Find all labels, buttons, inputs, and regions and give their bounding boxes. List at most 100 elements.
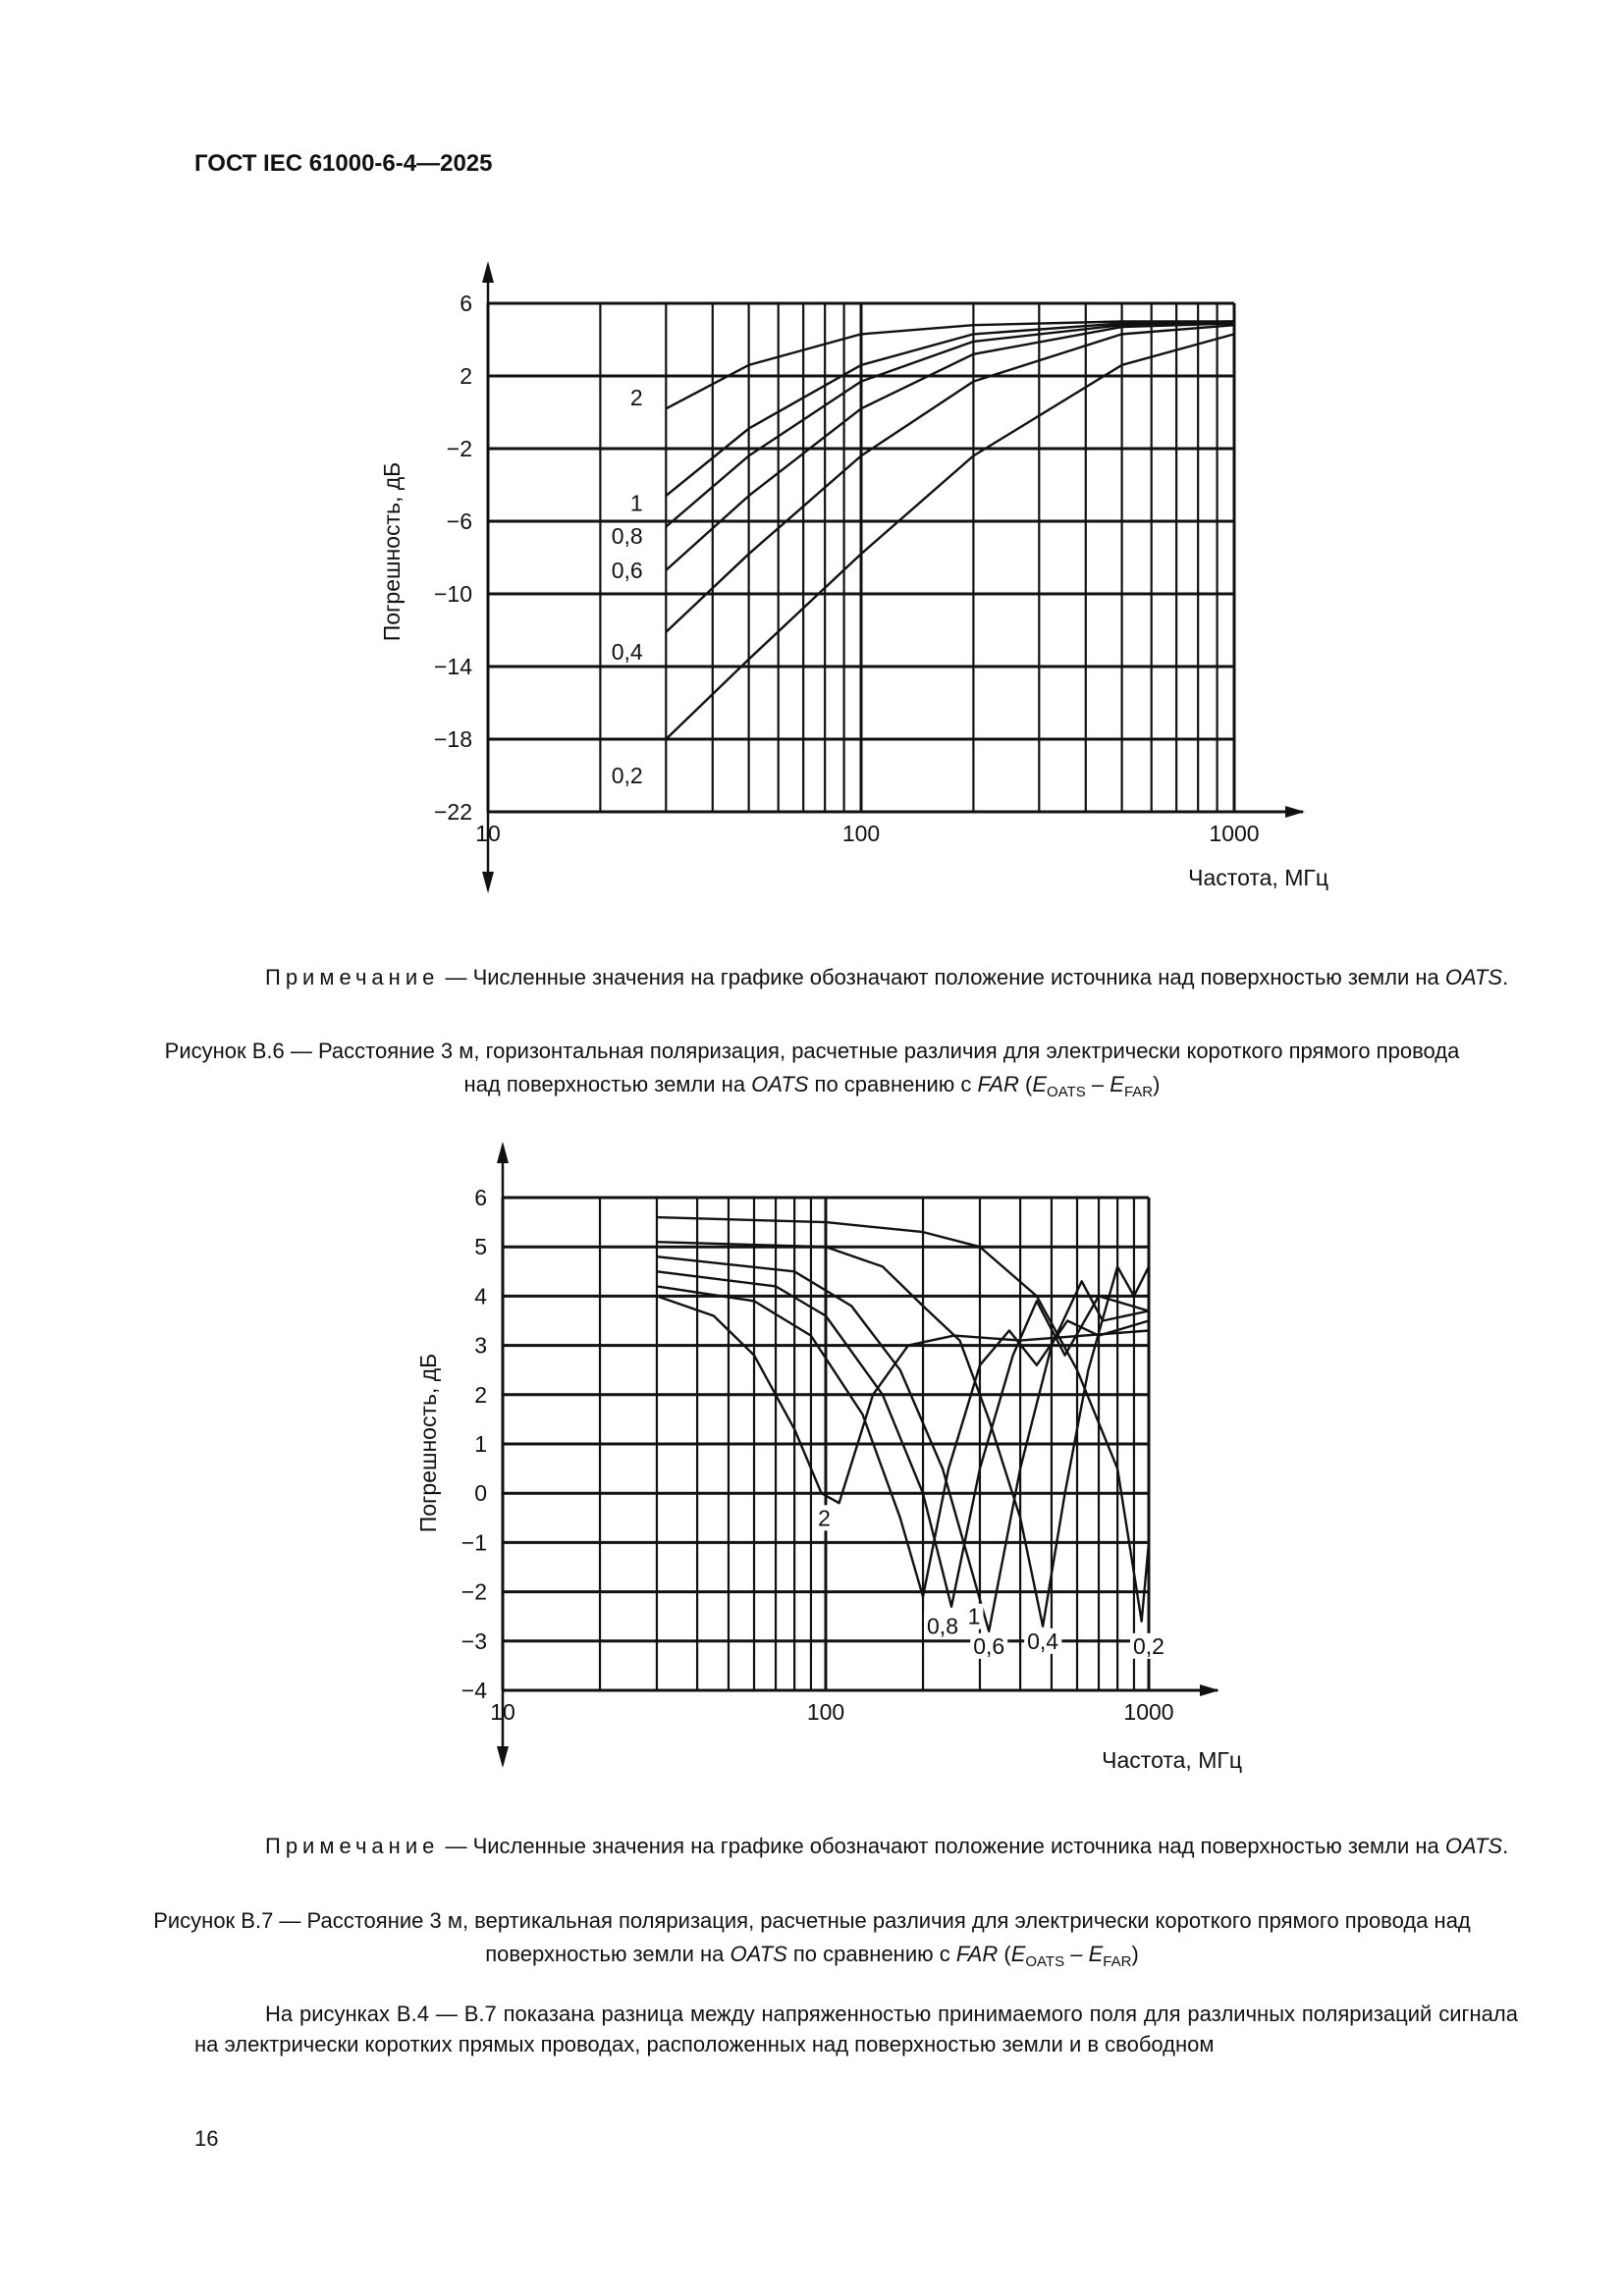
caption-text: по сравнению с — [808, 1072, 978, 1096]
caption-text: по сравнению с — [786, 1942, 956, 1966]
y-tick-label: 2 — [460, 363, 472, 389]
series-line-0-4 — [665, 324, 1235, 633]
note-end: . — [1502, 1834, 1509, 1858]
y-tick-label: −3 — [461, 1629, 487, 1654]
caption-sub: FAR — [1123, 1084, 1154, 1100]
caption-e: E — [1010, 1942, 1026, 1966]
figure-b6-caption: Рисунок В.6 — Расстояние 3 м, горизонтал… — [147, 1035, 1477, 1101]
x-axis-title: Частота, МГц — [1188, 865, 1328, 890]
y-tick-label: −14 — [434, 654, 472, 679]
y-tick-label: 6 — [460, 291, 472, 316]
caption-e: E — [1088, 1942, 1104, 1966]
series-label: 0,6 — [612, 558, 643, 583]
series-label-bg — [924, 1613, 962, 1639]
series-label-bg — [970, 1632, 1008, 1659]
series-label-bg — [815, 1505, 834, 1531]
y-axis-arrow-down-icon — [482, 872, 494, 893]
caption-sub: FAR — [1103, 1953, 1132, 1970]
series-label: 2 — [630, 385, 643, 410]
caption-text: ) — [1153, 1072, 1161, 1096]
series-line-0-2 — [665, 333, 1235, 740]
document-header: ГОСТ IEC 61000-6-4—2025 — [194, 150, 493, 177]
y-axis-title: Погрешность, дБ — [415, 1354, 441, 1533]
series-label: 0,4 — [1027, 1629, 1058, 1654]
x-tick-label: 1000 — [1209, 821, 1259, 846]
series-line-0-6 — [656, 1255, 1150, 1632]
x-tick-label: 100 — [842, 821, 880, 846]
series-line-2 — [665, 320, 1234, 410]
caption-far: FAR — [977, 1072, 1019, 1096]
caption-far: FAR — [955, 1942, 999, 1966]
note-label: Примечание — [265, 1834, 440, 1858]
caption-text: ( — [1018, 1072, 1033, 1096]
caption-text: Рисунок В.6 — Расстояние 3 м, горизонтал… — [164, 1039, 1460, 1096]
series-label: 2 — [818, 1505, 831, 1530]
series-label: 0,8 — [612, 523, 643, 549]
y-tick-label: −6 — [447, 508, 472, 534]
y-tick-label: −22 — [434, 799, 472, 825]
figure-b7-caption: Рисунок В.7 — Расстояние 3 м, вертикальн… — [147, 1904, 1477, 1971]
series-label: 0,8 — [927, 1614, 958, 1639]
series-label-bg — [1130, 1632, 1167, 1659]
series-line-0-8 — [665, 322, 1235, 528]
note-label: Примечание — [265, 965, 440, 989]
series-line-0-8 — [656, 1270, 1150, 1608]
caption-oats: OATS — [751, 1072, 809, 1096]
x-tick-label: 100 — [807, 1699, 844, 1725]
y-axis-arrow-up-icon — [482, 261, 494, 283]
y-tick-label: −18 — [434, 726, 472, 752]
y-axis-title: Погрешность, дБ — [379, 462, 405, 642]
figure-b6-note: Примечание — Численные значения на графи… — [194, 962, 1518, 992]
y-tick-label: 4 — [474, 1283, 487, 1308]
page-number: 16 — [194, 2126, 219, 2151]
y-tick-label: 3 — [474, 1333, 487, 1359]
y-tick-label: 1 — [474, 1431, 487, 1457]
caption-sub: OATS — [1047, 1084, 1086, 1100]
caption-text: ) — [1131, 1942, 1139, 1966]
figure-b7-note: Примечание — Численные значения на графи… — [194, 1831, 1518, 1861]
note-text: — Численные значения на графике обознача… — [439, 965, 1445, 989]
caption-e: E — [1032, 1072, 1048, 1096]
series-label: 1 — [968, 1604, 981, 1629]
y-tick-label: 2 — [474, 1382, 487, 1408]
series-label: 1 — [630, 491, 643, 516]
caption-text: ( — [998, 1942, 1011, 1966]
series-label: 0,2 — [612, 763, 643, 788]
series-line-1 — [656, 1285, 1150, 1598]
series-label: 0,6 — [973, 1633, 1004, 1659]
caption-oats: OATS — [730, 1942, 787, 1966]
series-line-2 — [656, 1295, 1150, 1505]
series-line-0-4 — [656, 1241, 1151, 1628]
y-tick-label: −2 — [461, 1579, 487, 1605]
y-tick-label: −2 — [447, 436, 472, 461]
y-tick-label: 5 — [474, 1234, 487, 1259]
caption-e: E — [1110, 1072, 1124, 1096]
y-tick-label: −10 — [434, 581, 472, 607]
x-axis-arrow-icon — [1200, 1684, 1219, 1696]
y-tick-label: −1 — [461, 1529, 487, 1555]
caption-sub: OATS — [1025, 1953, 1065, 1970]
caption-text: Рисунок В.7 — Расстояние 3 м, вертикальн… — [153, 1908, 1471, 1966]
series-line-1 — [665, 320, 1235, 498]
series-label: 0,4 — [612, 639, 643, 665]
y-tick-label: 0 — [474, 1480, 487, 1506]
x-tick-label: 1000 — [1123, 1699, 1173, 1725]
series-label: 0,2 — [1133, 1633, 1164, 1659]
note-text: — Численные значения на графике обознача… — [439, 1834, 1445, 1858]
series-line-0-2 — [656, 1215, 1151, 1623]
note-oats: OATS — [1444, 1834, 1503, 1858]
y-axis-arrow-down-icon — [497, 1746, 509, 1768]
note-end: . — [1502, 965, 1509, 989]
series-label-bg — [964, 1603, 984, 1629]
y-tick-label: −4 — [461, 1678, 487, 1703]
y-axis-arrow-up-icon — [497, 1142, 509, 1163]
x-axis-arrow-icon — [1285, 806, 1305, 818]
note-oats: OATS — [1444, 965, 1503, 989]
y-tick-label: 6 — [474, 1185, 487, 1210]
series-label-bg — [1024, 1628, 1062, 1654]
caption-text: – — [1085, 1072, 1110, 1096]
x-axis-title: Частота, МГц — [1102, 1747, 1242, 1773]
